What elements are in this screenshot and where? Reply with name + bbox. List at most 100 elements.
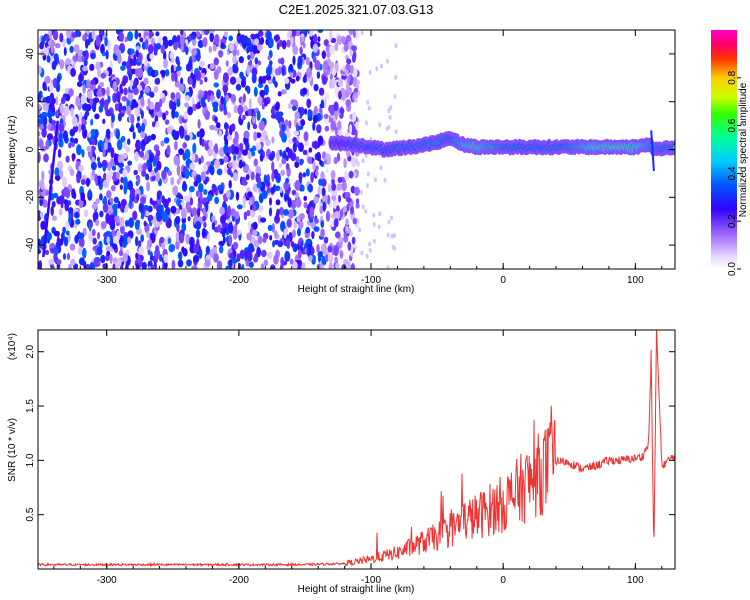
spectrogram-noise-blob bbox=[394, 43, 398, 49]
spectrogram-noise-blob bbox=[102, 51, 106, 57]
spectrogram-noise-blob bbox=[44, 42, 48, 48]
spectrogram-noise-blob bbox=[305, 56, 310, 66]
spectrogram-noise-blob bbox=[160, 44, 166, 54]
spectrogram-noise-blob bbox=[187, 106, 194, 116]
spectrogram-noise-blob bbox=[62, 176, 67, 188]
spectrogram-noise-blob bbox=[333, 157, 338, 165]
spectrogram-noise-blob bbox=[321, 243, 327, 255]
spectrogram-noise-blob bbox=[164, 137, 170, 144]
spectrogram-noise-blob bbox=[68, 263, 72, 269]
spectrogram-noise-blob bbox=[213, 82, 219, 88]
y-tick-label: 20 bbox=[25, 96, 36, 108]
spectrogram-noise-blob bbox=[155, 245, 160, 252]
spectrogram-noise-blob bbox=[127, 62, 132, 74]
spectrogram-noise-blob bbox=[209, 32, 214, 43]
spectrogram-noise-blob bbox=[170, 64, 174, 75]
spectrogram-noise-blob bbox=[386, 58, 389, 64]
spectrogram-noise-blob bbox=[99, 81, 105, 88]
spectrogram-noise-blob bbox=[216, 168, 223, 175]
spectrogram-noise-blob bbox=[82, 247, 87, 259]
spectrogram-noise-blob bbox=[129, 187, 136, 199]
spectrogram-noise-blob bbox=[69, 128, 76, 137]
spectrogram-noise-blob bbox=[339, 209, 344, 218]
spectrogram-noise-blob bbox=[178, 83, 185, 92]
spectrogram-noise-blob bbox=[339, 107, 345, 115]
spectrogram-noise-blob bbox=[114, 262, 120, 269]
spectrogram-noise-blob bbox=[120, 65, 126, 71]
spectrogram-noise-blob bbox=[258, 75, 264, 85]
spectrogram-noise-blob bbox=[259, 89, 266, 98]
spectrogram-noise-blob bbox=[350, 156, 357, 168]
spectrogram-noise-blob bbox=[284, 250, 291, 262]
spectrogram-noise-blob bbox=[83, 59, 88, 67]
spectrogram-noise-blob bbox=[372, 212, 376, 218]
spectrogram-noise-blob bbox=[198, 157, 202, 165]
spectrogram-noise-blob bbox=[199, 79, 203, 85]
spectrogram-noise-blob bbox=[230, 94, 237, 103]
spectrogram-noise-blob bbox=[170, 205, 177, 214]
spectrogram-noise-blob bbox=[324, 113, 329, 119]
spectrogram-noise-blob bbox=[239, 34, 246, 45]
spectrogram-noise-blob bbox=[261, 130, 268, 138]
spectrogram-noise-blob bbox=[386, 232, 390, 238]
spectrogram-noise-blob bbox=[80, 179, 86, 185]
spectrogram-noise-blob bbox=[137, 102, 141, 108]
spectrogram-noise-blob bbox=[99, 193, 103, 201]
spectrogram-noise-blob bbox=[368, 241, 372, 247]
spectrogram-noise-blob bbox=[341, 181, 347, 192]
spectrogram-noise-blob bbox=[270, 113, 278, 119]
spectrogram-noise-blob bbox=[375, 66, 379, 72]
spectrogram-noise-blob bbox=[179, 35, 185, 47]
spectrogram-noise-blob bbox=[193, 243, 199, 254]
spectrogram-noise-blob bbox=[107, 39, 111, 51]
spectrogram-noise-blob bbox=[331, 195, 337, 201]
spectrogram-noise-blob bbox=[140, 90, 144, 96]
spectrogram-noise-blob bbox=[164, 69, 170, 77]
spectrogram-noise-blob bbox=[317, 30, 324, 34]
spectrogram-noise-blob bbox=[172, 185, 179, 196]
spectrogram-noise-blob bbox=[95, 198, 101, 205]
spectrogram-noise-blob bbox=[341, 264, 347, 269]
spectrogram-noise-blob bbox=[83, 104, 87, 111]
spectrogram-noise-blob bbox=[149, 154, 154, 163]
spectrogram-noise-blob bbox=[144, 86, 150, 94]
y-tick-label: 2.0 bbox=[25, 344, 36, 358]
spectrogram-noise-blob bbox=[168, 244, 175, 253]
spectrogram-noise-blob bbox=[38, 139, 44, 149]
spectrogram-noise-blob bbox=[300, 240, 304, 248]
spectrogram-noise-blob bbox=[147, 98, 151, 106]
spectrogram-noise-blob bbox=[235, 83, 242, 91]
spectrogram-noise-blob bbox=[135, 45, 140, 52]
spectrogram-noise-blob bbox=[125, 262, 129, 269]
spectrogram-noise-blob bbox=[336, 205, 340, 213]
spectrogram-noise-blob bbox=[195, 229, 201, 239]
spectrogram-noise-blob bbox=[374, 177, 377, 183]
spectrogram-noise-blob bbox=[104, 36, 108, 47]
spectrogram-noise-blob bbox=[264, 156, 268, 162]
spectrogram-noise-blob bbox=[191, 48, 198, 56]
spectrogram-noise-blob bbox=[300, 36, 305, 43]
spectrogram-noise-blob bbox=[349, 64, 354, 75]
spectrogram-noise-blob bbox=[163, 253, 169, 264]
spectrogram-noise-blob bbox=[49, 243, 55, 249]
spectrogram-noise-blob bbox=[171, 129, 177, 138]
spectrogram-noise-blob bbox=[233, 104, 238, 114]
spectrogram-noise-blob bbox=[73, 137, 79, 144]
spectrogram-noise-blob bbox=[56, 259, 62, 265]
spectrogram-noise-blob bbox=[112, 243, 118, 250]
spectrogram-noise-blob bbox=[145, 210, 150, 217]
spectrogram-noise-blob bbox=[248, 261, 254, 268]
spectrogram-noise-blob bbox=[184, 95, 190, 101]
spectrogram-noise-blob bbox=[127, 138, 131, 145]
spectrogram-noise-blob bbox=[247, 251, 253, 262]
spectrogram-noise-blob bbox=[259, 136, 266, 143]
spectrogram-noise-blob bbox=[66, 252, 70, 261]
spectrogram-noise-blob bbox=[228, 234, 233, 246]
spectrogram-noise-blob bbox=[160, 69, 166, 75]
y-tick-label: 1.0 bbox=[25, 453, 36, 467]
spectrogram-noise-blob bbox=[119, 184, 123, 190]
spectrogram-noise-blob bbox=[286, 218, 292, 228]
spectrogram-noise-blob bbox=[153, 50, 158, 56]
spectrogram-noise-blob bbox=[314, 59, 321, 71]
